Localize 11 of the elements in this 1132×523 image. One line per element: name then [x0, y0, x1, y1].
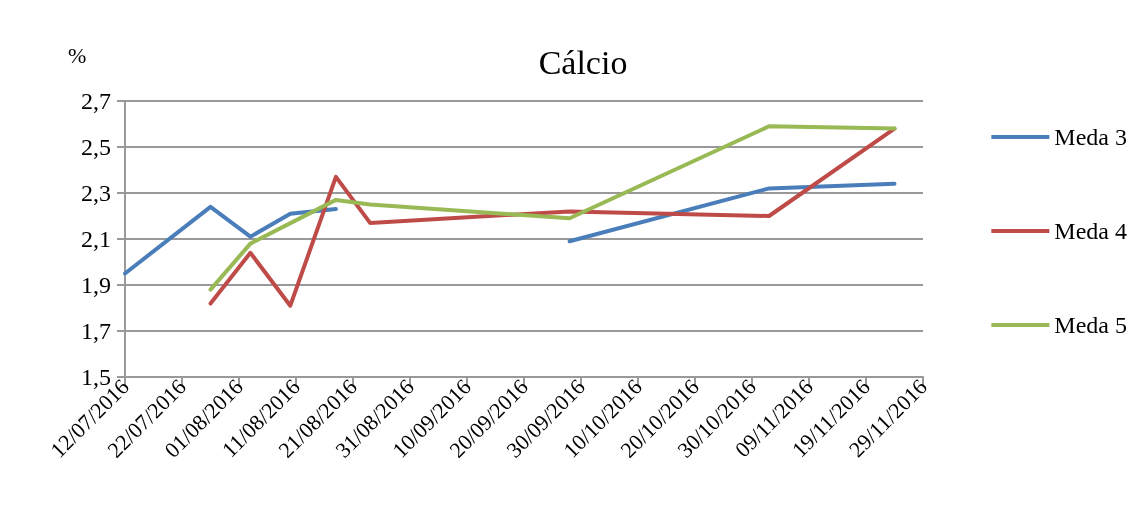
legend-label: Meda 3	[1054, 124, 1128, 150]
y-tick-label: 2,5	[81, 134, 111, 160]
y-tick-label: 1,7	[81, 318, 111, 344]
legend-label: Meda 5	[1054, 312, 1128, 338]
legend-label: Meda 4	[1054, 218, 1128, 244]
y-tick-label: 2,3	[81, 180, 111, 206]
chart-title: Cálcio	[538, 43, 628, 81]
y-tick-label: 2,1	[81, 226, 111, 252]
y-tick-label: 1,9	[81, 272, 111, 298]
y-tick-label: 2,7	[81, 88, 111, 114]
y-axis-title: %	[68, 42, 87, 68]
